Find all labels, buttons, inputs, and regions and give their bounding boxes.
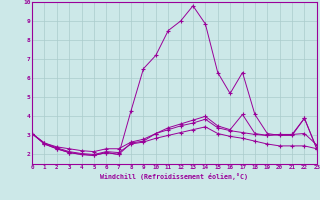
X-axis label: Windchill (Refroidissement éolien,°C): Windchill (Refroidissement éolien,°C) [100, 173, 248, 180]
